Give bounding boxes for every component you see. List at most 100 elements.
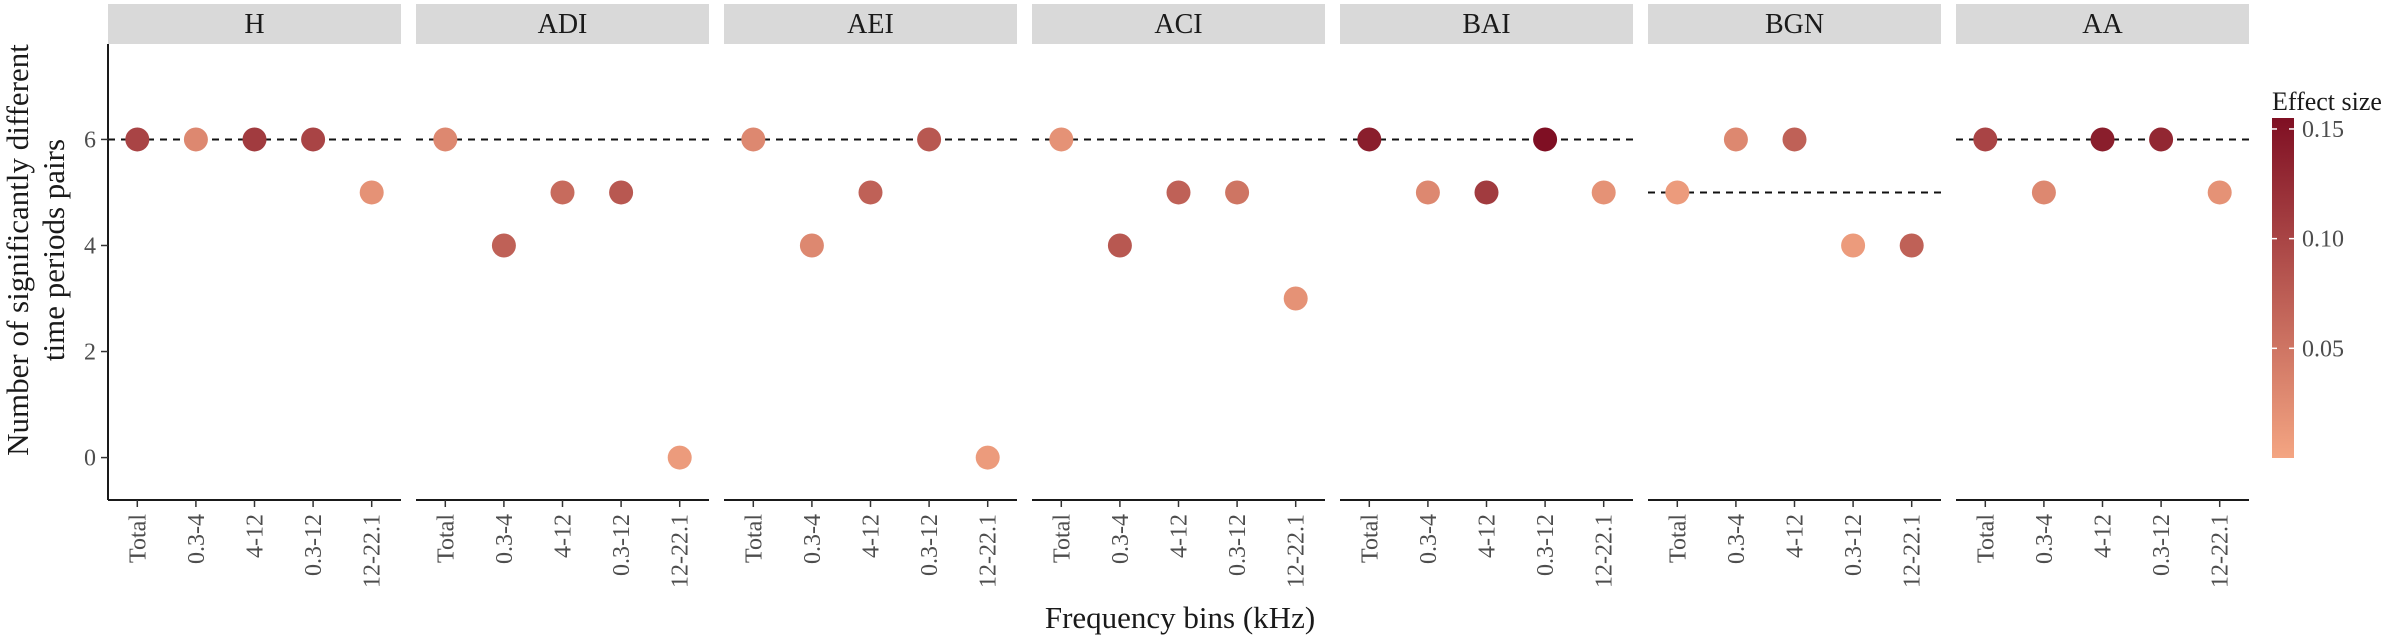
data-point	[1723, 127, 1748, 152]
x-tick-label: 12-22.1	[1284, 514, 1310, 588]
data-point	[1973, 127, 1998, 152]
data-point	[917, 127, 942, 152]
panel-strip	[724, 4, 1017, 44]
x-tick-label: 0.3-12	[1225, 514, 1251, 576]
legend-tick-label: 0.10	[2302, 227, 2344, 253]
panel-strip-label: AEI	[847, 9, 894, 40]
x-tick-label: 0.3-4	[800, 514, 826, 564]
data-point	[741, 127, 766, 152]
color-legend: Effect size 0.05 0.10 0.15	[2272, 87, 2382, 458]
panel-strip	[1340, 4, 1633, 44]
y-tick-label: 0	[84, 446, 96, 472]
panel-strip	[416, 4, 709, 44]
data-point	[2090, 127, 2115, 152]
panel-bgn: BGN Total 0.3-4 4-12 0.3-12 12-22.1	[1648, 4, 1941, 588]
data-point	[2031, 180, 2056, 205]
data-point	[1665, 180, 1690, 205]
panel-bai: BAI Total 0.3-4 4-12 0.3-12 12-22.1	[1340, 4, 1633, 588]
x-tick-label: 12-22.1	[976, 514, 1002, 588]
data-point	[491, 233, 516, 258]
x-tick-label: 12-22.1	[1592, 514, 1618, 588]
x-tick-label: Total	[1357, 514, 1383, 563]
panel-strip	[1648, 4, 1941, 44]
x-tick-label: Total	[125, 514, 151, 563]
x-tick-label: 12-22.1	[1900, 514, 1926, 588]
panel-strip-label: BAI	[1462, 9, 1510, 40]
x-tick-label: 0.3-4	[1108, 514, 1134, 564]
data-point	[183, 127, 208, 152]
x-tick-label: 0.3-4	[2032, 514, 2058, 564]
data-point	[242, 127, 267, 152]
x-tick-label: 0.3-4	[1416, 514, 1442, 564]
panel-aei: AEI Total 0.3-4 4-12 0.3-12 12-22.1	[724, 4, 1017, 588]
y-axis: 0 2 4 6	[84, 44, 109, 500]
x-tick-label: 0.3-12	[609, 514, 635, 576]
data-point	[359, 180, 384, 205]
x-tick-label: 4-12	[1475, 514, 1501, 558]
panel-aci: ACI Total 0.3-4 4-12 0.3-12 12-22.1	[1032, 4, 1325, 588]
data-point	[1474, 180, 1499, 205]
y-tick-label: 2	[84, 340, 96, 366]
panel-strip	[1956, 4, 2249, 44]
x-tick-label: 4-12	[859, 514, 885, 558]
x-tick-label: Total	[1973, 514, 1999, 563]
x-tick-label: Total	[433, 514, 459, 563]
panel-strip-label: BGN	[1765, 9, 1824, 40]
data-point	[1049, 127, 1074, 152]
legend-color-bar	[2272, 118, 2294, 458]
data-point	[1283, 286, 1308, 311]
data-point	[1415, 180, 1440, 205]
x-tick-label: 12-22.1	[668, 514, 694, 588]
x-tick-label: 0.3-4	[184, 514, 210, 564]
data-point	[1782, 127, 1807, 152]
x-tick-label: 4-12	[2091, 514, 2117, 558]
legend-title: Effect size	[2272, 87, 2382, 116]
data-point	[1591, 180, 1616, 205]
x-tick-label: 0.3-12	[1841, 514, 1867, 576]
data-point	[301, 127, 326, 152]
panel-h: H Total 0.3-4 4-12 0.3-12 12-22.1	[108, 4, 401, 588]
data-point	[667, 445, 692, 470]
x-tick-label: 0.3-4	[492, 514, 518, 564]
y-axis-title-line-2: time periods pairs	[36, 139, 71, 361]
data-point	[2207, 180, 2232, 205]
legend-tick-label: 0.15	[2302, 117, 2344, 143]
data-point	[1166, 180, 1191, 205]
x-tick-label: 12-22.1	[360, 514, 386, 588]
x-tick-label: 12-22.1	[2208, 514, 2234, 588]
x-tick-label: 0.3-12	[1533, 514, 1559, 576]
y-tick-label: 6	[84, 127, 96, 153]
x-tick-label: Total	[741, 514, 767, 563]
data-point	[433, 127, 458, 152]
data-point	[1533, 127, 1558, 152]
x-tick-label: 4-12	[551, 514, 577, 558]
x-tick-label: 0.3-12	[2149, 514, 2175, 576]
panel-adi: ADI Total 0.3-4 4-12 0.3-12 12-22.1	[416, 4, 709, 588]
data-point	[125, 127, 150, 152]
data-point	[799, 233, 824, 258]
data-point	[858, 180, 883, 205]
data-point	[2149, 127, 2174, 152]
panel-aa: AA Total 0.3-4 4-12 0.3-12 12-22.1	[1956, 4, 2249, 588]
x-axis-title: Frequency bins (kHz)	[1045, 600, 1315, 635]
x-tick-label: 0.3-12	[917, 514, 943, 576]
panel-strip-label: ADI	[538, 9, 588, 40]
panel-strip	[108, 4, 401, 44]
data-point	[609, 180, 634, 205]
panel-strip-label: ACI	[1154, 9, 1202, 40]
y-axis-title-line-1: Number of significantly different	[0, 44, 35, 456]
x-tick-label: 4-12	[243, 514, 269, 558]
data-point	[1357, 127, 1382, 152]
data-point	[1841, 233, 1866, 258]
x-tick-label: 4-12	[1167, 514, 1193, 558]
legend-tick-label: 0.05	[2302, 336, 2344, 362]
x-tick-label: Total	[1049, 514, 1075, 563]
data-point	[975, 445, 1000, 470]
y-tick-label: 4	[84, 233, 96, 259]
legend-ticks: 0.05 0.10 0.15	[2272, 117, 2344, 362]
data-point	[1225, 180, 1250, 205]
data-point	[1107, 233, 1132, 258]
x-tick-label: 0.3-12	[301, 514, 327, 576]
x-tick-label: 4-12	[1783, 514, 1809, 558]
